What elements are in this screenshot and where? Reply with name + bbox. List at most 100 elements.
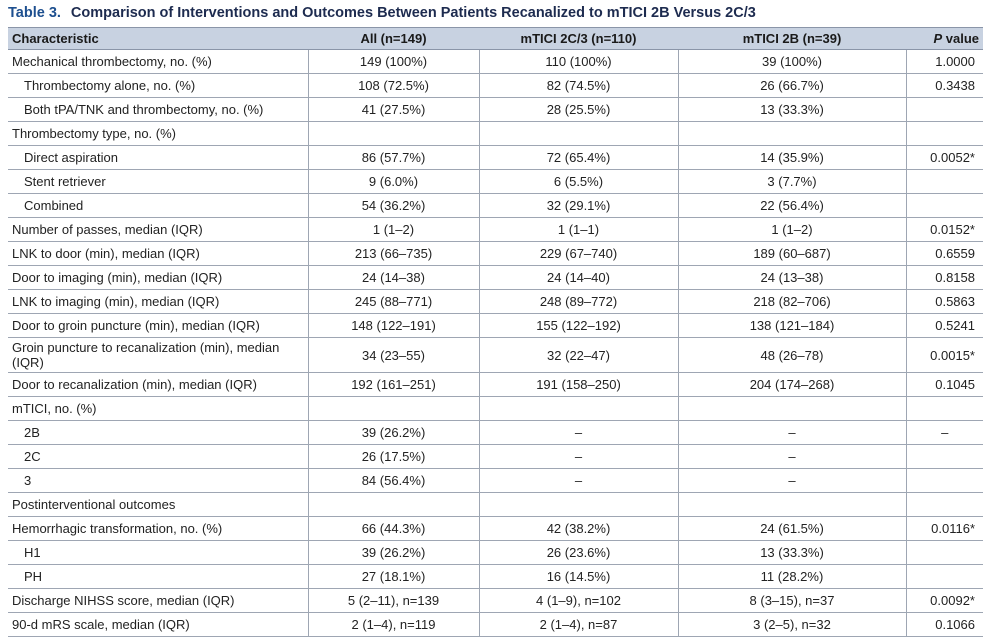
cell-2c3: 2 (1–4), n=87: [479, 612, 679, 637]
cell-2b: 218 (82–706): [678, 289, 907, 314]
table-title: Table 3. Comparison of Interventions and …: [8, 2, 756, 24]
row-label: Discharge NIHSS score, median (IQR): [8, 588, 309, 613]
cell-all: 54 (36.2%): [308, 193, 480, 218]
cell-all: 148 (122–191): [308, 313, 480, 338]
cell-2c3: [479, 121, 679, 146]
cell-all: 245 (88–771): [308, 289, 480, 314]
cell-all: 213 (66–735): [308, 241, 480, 266]
row-label: PH: [8, 564, 309, 589]
cell-all: 66 (44.3%): [308, 516, 480, 541]
row-label: 2C: [8, 444, 309, 469]
row-label: Postinterventional outcomes: [8, 492, 309, 517]
header-characteristic: Characteristic: [8, 27, 308, 50]
table-row: Mechanical thrombectomy, no. (%) 149 (100…: [8, 49, 983, 74]
table-row: mTICI, no. (%): [8, 396, 983, 421]
table-row: Combined 54 (36.2%) 32 (29.1%) 22 (56.4%): [8, 193, 983, 218]
cell-all: 5 (2–11), n=139: [308, 588, 480, 613]
table-row: 90-d mRS scale, median (IQR) 2 (1–4), n=1…: [8, 612, 983, 637]
table-row: Door to recanalization (min), median (IQ…: [8, 372, 983, 397]
table-label: Table 3.: [8, 5, 61, 21]
row-label: Mechanical thrombectomy, no. (%): [8, 49, 309, 74]
cell-2b: –: [678, 420, 907, 445]
cell-all: 34 (23–55): [308, 337, 480, 373]
table-row: Door to imaging (min), median (IQR) 24 (1…: [8, 265, 983, 290]
cell-p: [906, 169, 983, 194]
cell-2c3: [479, 396, 679, 421]
cell-2c3: 248 (89–772): [479, 289, 679, 314]
row-label: Number of passes, median (IQR): [8, 217, 309, 242]
table-row: Postinterventional outcomes: [8, 492, 983, 517]
cell-2b: 3 (7.7%): [678, 169, 907, 194]
cell-2b: 8 (3–15), n=37: [678, 588, 907, 613]
cell-p: [906, 540, 983, 565]
cell-all: 26 (17.5%): [308, 444, 480, 469]
cell-2c3: 1 (1–1): [479, 217, 679, 242]
cell-2b: –: [678, 444, 907, 469]
cell-p: 0.1066: [906, 612, 983, 637]
table-row: Thrombectomy type, no. (%): [8, 121, 983, 146]
cell-2c3: –: [479, 468, 679, 493]
cell-p: –: [906, 420, 983, 445]
cell-2c3: [479, 492, 679, 517]
row-label: Door to groin puncture (min), median (IQ…: [8, 313, 309, 338]
cell-all: 9 (6.0%): [308, 169, 480, 194]
table-row: LNK to door (min), median (IQR) 213 (66–7…: [8, 241, 983, 266]
row-label: Both tPA/TNK and thrombectomy, no. (%): [8, 97, 309, 122]
row-label: H1: [8, 540, 309, 565]
cell-2b: 13 (33.3%): [678, 540, 907, 565]
header-p-italic: P: [933, 31, 943, 46]
cell-2b: 204 (174–268): [678, 372, 907, 397]
row-label: Door to imaging (min), median (IQR): [8, 265, 309, 290]
cell-2b: 22 (56.4%): [678, 193, 907, 218]
table-row: PH 27 (18.1%) 16 (14.5%) 11 (28.2%): [8, 564, 983, 589]
cell-p: 0.6559: [906, 241, 983, 266]
row-label: Combined: [8, 193, 309, 218]
cell-2b: –: [678, 468, 907, 493]
cell-p: 0.3438: [906, 73, 983, 98]
cell-p: 0.0092*: [906, 588, 983, 613]
cell-p: [906, 444, 983, 469]
row-label: Hemorrhagic transformation, no. (%): [8, 516, 309, 541]
header-mtici-2c3: mTICI 2C/3 (n=110): [479, 27, 678, 50]
row-label: Direct aspiration: [8, 145, 309, 170]
cell-p: 0.0116*: [906, 516, 983, 541]
cell-2c3: 229 (67–740): [479, 241, 679, 266]
cell-2b: [678, 492, 907, 517]
row-label: Door to recanalization (min), median (IQ…: [8, 372, 309, 397]
cell-p: 0.5241: [906, 313, 983, 338]
cell-all: [308, 396, 480, 421]
cell-2b: 189 (60–687): [678, 241, 907, 266]
cell-p: 1.0000: [906, 49, 983, 74]
cell-all: 84 (56.4%): [308, 468, 480, 493]
cell-all: 1 (1–2): [308, 217, 480, 242]
table-row: Thrombectomy alone, no. (%) 108 (72.5%) 82…: [8, 73, 983, 98]
row-label: Stent retriever: [8, 169, 309, 194]
cell-2b: 14 (35.9%): [678, 145, 907, 170]
row-label: Thrombectomy alone, no. (%): [8, 73, 309, 98]
table-row: 2C 26 (17.5%) – –: [8, 444, 983, 469]
cell-all: 41 (27.5%): [308, 97, 480, 122]
cell-2c3: 72 (65.4%): [479, 145, 679, 170]
cell-2c3: 4 (1–9), n=102: [479, 588, 679, 613]
cell-2b: [678, 396, 907, 421]
table-row: Hemorrhagic transformation, no. (%) 66 (4…: [8, 516, 983, 541]
row-label: 2B: [8, 420, 309, 445]
table-row: Both tPA/TNK and thrombectomy, no. (%) 41…: [8, 97, 983, 122]
row-label: 3: [8, 468, 309, 493]
cell-2b: 138 (121–184): [678, 313, 907, 338]
table-caption: Comparison of Interventions and Outcomes…: [70, 5, 756, 21]
cell-2b: 26 (66.7%): [678, 73, 907, 98]
cell-2c3: 28 (25.5%): [479, 97, 679, 122]
cell-2b: 24 (13–38): [678, 265, 907, 290]
table-row: LNK to imaging (min), median (IQR) 245 (8…: [8, 289, 983, 314]
cell-2c3: 6 (5.5%): [479, 169, 679, 194]
table-row: Number of passes, median (IQR) 1 (1–2) 1 (…: [8, 217, 983, 242]
table-row: Direct aspiration 86 (57.7%) 72 (65.4%) 14 …: [8, 145, 983, 170]
cell-p: 0.1045: [906, 372, 983, 397]
cell-2b: 11 (28.2%): [678, 564, 907, 589]
cell-p: 0.8158: [906, 265, 983, 290]
row-label: Groin puncture to recanalization (min), …: [8, 337, 309, 373]
table-row: Discharge NIHSS score, median (IQR) 5 (2–…: [8, 588, 983, 613]
cell-all: 27 (18.1%): [308, 564, 480, 589]
cell-p: 0.0052*: [906, 145, 983, 170]
